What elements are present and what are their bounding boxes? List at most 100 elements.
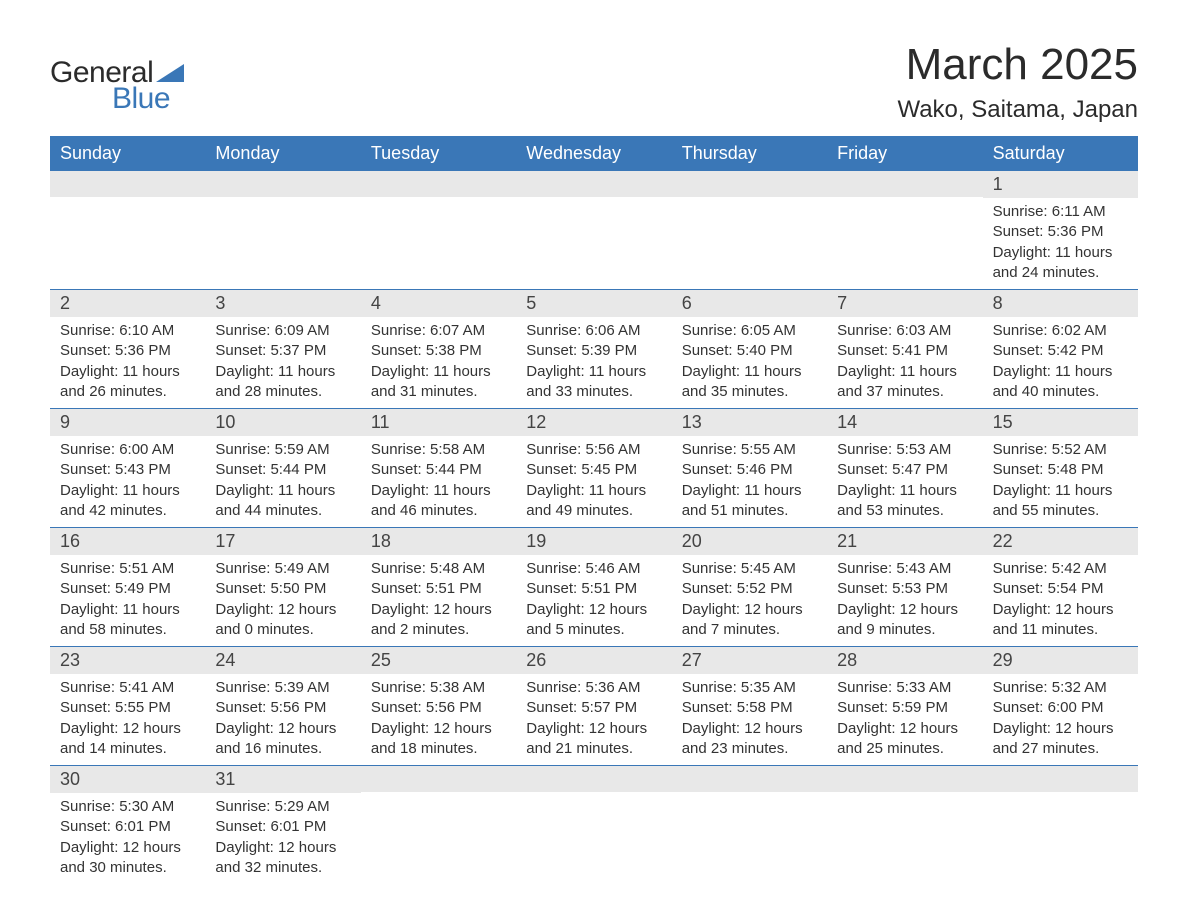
weekday-header: Sunday Monday Tuesday Wednesday Thursday… [50,136,1138,171]
day-cell [516,171,671,289]
day-cell: 26Sunrise: 5:36 AMSunset: 5:57 PMDayligh… [516,647,671,765]
day-number: 29 [983,647,1138,674]
weekday-label: Saturday [983,136,1138,171]
day-cell: 21Sunrise: 5:43 AMSunset: 5:53 PMDayligh… [827,528,982,646]
brand-text-blue: Blue [112,82,170,116]
day-number: 10 [205,409,360,436]
week-row: 9Sunrise: 6:00 AMSunset: 5:43 PMDaylight… [50,409,1138,528]
day-details: Sunrise: 6:02 AMSunset: 5:42 PMDaylight:… [983,317,1138,408]
day-number: 7 [827,290,982,317]
day-details: Sunrise: 6:11 AMSunset: 5:36 PMDaylight:… [983,198,1138,289]
day-details: Sunrise: 5:38 AMSunset: 5:56 PMDaylight:… [361,674,516,765]
day-details [672,197,827,277]
day-cell [361,171,516,289]
day-cell: 3Sunrise: 6:09 AMSunset: 5:37 PMDaylight… [205,290,360,408]
day-cell: 10Sunrise: 5:59 AMSunset: 5:44 PMDayligh… [205,409,360,527]
day-details: Sunrise: 5:53 AMSunset: 5:47 PMDaylight:… [827,436,982,527]
day-cell: 12Sunrise: 5:56 AMSunset: 5:45 PMDayligh… [516,409,671,527]
day-number: 5 [516,290,671,317]
day-cell: 24Sunrise: 5:39 AMSunset: 5:56 PMDayligh… [205,647,360,765]
day-details: Sunrise: 5:32 AMSunset: 6:00 PMDaylight:… [983,674,1138,765]
day-details [983,792,1138,872]
day-number: 26 [516,647,671,674]
day-number: 11 [361,409,516,436]
day-details: Sunrise: 6:06 AMSunset: 5:39 PMDaylight:… [516,317,671,408]
week-row: 2Sunrise: 6:10 AMSunset: 5:36 PMDaylight… [50,290,1138,409]
day-cell [361,766,516,884]
header: General Blue March 2025 Wako, Saitama, J… [50,40,1138,124]
day-number: 9 [50,409,205,436]
day-details: Sunrise: 5:56 AMSunset: 5:45 PMDaylight:… [516,436,671,527]
day-cell: 23Sunrise: 5:41 AMSunset: 5:55 PMDayligh… [50,647,205,765]
day-details: Sunrise: 6:03 AMSunset: 5:41 PMDaylight:… [827,317,982,408]
day-cell [827,766,982,884]
day-cell [516,766,671,884]
day-cell: 31Sunrise: 5:29 AMSunset: 6:01 PMDayligh… [205,766,360,884]
weekday-label: Thursday [672,136,827,171]
day-cell: 2Sunrise: 6:10 AMSunset: 5:36 PMDaylight… [50,290,205,408]
day-details: Sunrise: 5:41 AMSunset: 5:55 PMDaylight:… [50,674,205,765]
day-number: 16 [50,528,205,555]
day-number: 1 [983,171,1138,198]
day-details: Sunrise: 5:48 AMSunset: 5:51 PMDaylight:… [361,555,516,646]
day-number [827,171,982,197]
day-number [672,171,827,197]
day-cell: 9Sunrise: 6:00 AMSunset: 5:43 PMDaylight… [50,409,205,527]
day-details: Sunrise: 6:10 AMSunset: 5:36 PMDaylight:… [50,317,205,408]
day-cell: 13Sunrise: 5:55 AMSunset: 5:46 PMDayligh… [672,409,827,527]
location: Wako, Saitama, Japan [897,96,1138,124]
day-number: 17 [205,528,360,555]
day-number [672,766,827,792]
day-number: 8 [983,290,1138,317]
day-cell: 16Sunrise: 5:51 AMSunset: 5:49 PMDayligh… [50,528,205,646]
day-cell [205,171,360,289]
day-details: Sunrise: 6:07 AMSunset: 5:38 PMDaylight:… [361,317,516,408]
day-cell: 14Sunrise: 5:53 AMSunset: 5:47 PMDayligh… [827,409,982,527]
day-details [361,792,516,872]
day-cell: 4Sunrise: 6:07 AMSunset: 5:38 PMDaylight… [361,290,516,408]
day-details: Sunrise: 5:35 AMSunset: 5:58 PMDaylight:… [672,674,827,765]
day-cell [827,171,982,289]
day-details: Sunrise: 6:00 AMSunset: 5:43 PMDaylight:… [50,436,205,527]
day-cell: 27Sunrise: 5:35 AMSunset: 5:58 PMDayligh… [672,647,827,765]
day-cell: 19Sunrise: 5:46 AMSunset: 5:51 PMDayligh… [516,528,671,646]
day-details: Sunrise: 5:36 AMSunset: 5:57 PMDaylight:… [516,674,671,765]
week-row: 1Sunrise: 6:11 AMSunset: 5:36 PMDaylight… [50,171,1138,290]
day-number: 21 [827,528,982,555]
day-number: 15 [983,409,1138,436]
day-number: 19 [516,528,671,555]
day-cell [672,766,827,884]
day-details: Sunrise: 5:42 AMSunset: 5:54 PMDaylight:… [983,555,1138,646]
day-details: Sunrise: 6:09 AMSunset: 5:37 PMDaylight:… [205,317,360,408]
day-cell: 22Sunrise: 5:42 AMSunset: 5:54 PMDayligh… [983,528,1138,646]
day-cell: 28Sunrise: 5:33 AMSunset: 5:59 PMDayligh… [827,647,982,765]
day-details [827,792,982,872]
weeks-container: 1Sunrise: 6:11 AMSunset: 5:36 PMDaylight… [50,171,1138,884]
day-cell [672,171,827,289]
day-cell: 1Sunrise: 6:11 AMSunset: 5:36 PMDaylight… [983,171,1138,289]
day-details [827,197,982,277]
day-number: 6 [672,290,827,317]
day-number: 14 [827,409,982,436]
weekday-label: Friday [827,136,982,171]
day-number: 22 [983,528,1138,555]
day-number [516,171,671,197]
weekday-label: Sunday [50,136,205,171]
day-number: 30 [50,766,205,793]
day-cell: 7Sunrise: 6:03 AMSunset: 5:41 PMDaylight… [827,290,982,408]
week-row: 30Sunrise: 5:30 AMSunset: 6:01 PMDayligh… [50,766,1138,884]
day-number: 3 [205,290,360,317]
day-details: Sunrise: 5:55 AMSunset: 5:46 PMDaylight:… [672,436,827,527]
day-cell: 8Sunrise: 6:02 AMSunset: 5:42 PMDaylight… [983,290,1138,408]
day-number: 20 [672,528,827,555]
day-number: 18 [361,528,516,555]
day-cell: 17Sunrise: 5:49 AMSunset: 5:50 PMDayligh… [205,528,360,646]
day-cell: 29Sunrise: 5:32 AMSunset: 6:00 PMDayligh… [983,647,1138,765]
day-number: 23 [50,647,205,674]
day-cell [50,171,205,289]
day-details: Sunrise: 5:58 AMSunset: 5:44 PMDaylight:… [361,436,516,527]
day-details: Sunrise: 5:49 AMSunset: 5:50 PMDaylight:… [205,555,360,646]
day-details: Sunrise: 5:33 AMSunset: 5:59 PMDaylight:… [827,674,982,765]
day-number: 2 [50,290,205,317]
day-details: Sunrise: 5:30 AMSunset: 6:01 PMDaylight:… [50,793,205,884]
